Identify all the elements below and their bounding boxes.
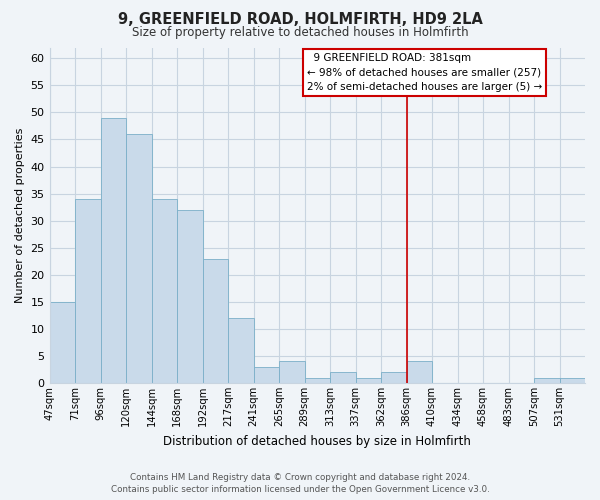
- Bar: [381, 372, 407, 383]
- Bar: [75, 199, 101, 383]
- X-axis label: Distribution of detached houses by size in Holmfirth: Distribution of detached houses by size …: [163, 434, 471, 448]
- Bar: [330, 372, 356, 383]
- Bar: [228, 318, 254, 383]
- Text: Contains HM Land Registry data © Crown copyright and database right 2024.
Contai: Contains HM Land Registry data © Crown c…: [110, 473, 490, 494]
- Text: 9, GREENFIELD ROAD, HOLMFIRTH, HD9 2LA: 9, GREENFIELD ROAD, HOLMFIRTH, HD9 2LA: [118, 12, 482, 28]
- Bar: [534, 378, 560, 383]
- Bar: [50, 302, 75, 383]
- Bar: [203, 258, 228, 383]
- Bar: [560, 378, 585, 383]
- Bar: [407, 362, 432, 383]
- Bar: [177, 210, 203, 383]
- Bar: [126, 134, 152, 383]
- Bar: [101, 118, 126, 383]
- Text: Size of property relative to detached houses in Holmfirth: Size of property relative to detached ho…: [131, 26, 469, 39]
- Text: 9 GREENFIELD ROAD: 381sqm
← 98% of detached houses are smaller (257)
2% of semi-: 9 GREENFIELD ROAD: 381sqm ← 98% of detac…: [307, 53, 542, 92]
- Bar: [305, 378, 330, 383]
- Bar: [254, 367, 279, 383]
- Y-axis label: Number of detached properties: Number of detached properties: [15, 128, 25, 303]
- Bar: [356, 378, 381, 383]
- Bar: [152, 199, 177, 383]
- Bar: [279, 362, 305, 383]
